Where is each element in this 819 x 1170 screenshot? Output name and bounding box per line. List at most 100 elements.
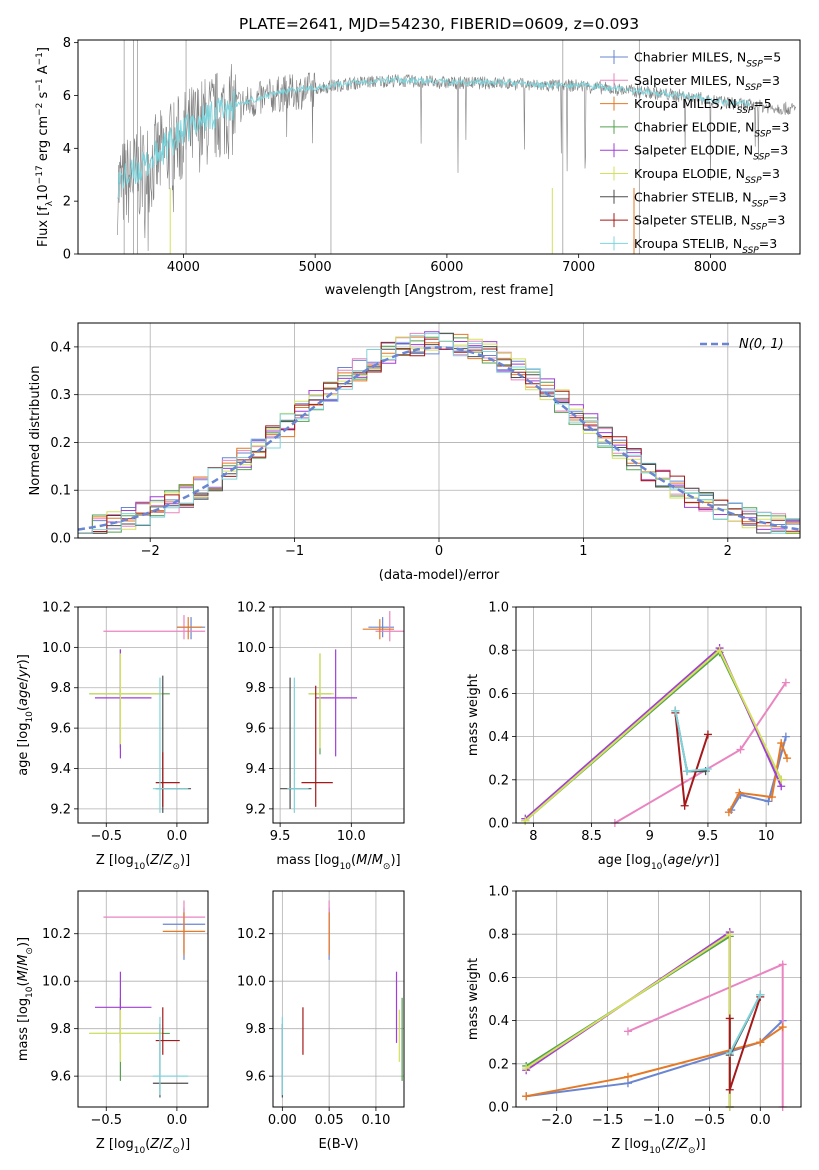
y-tick-label: 9.8 xyxy=(245,1022,266,1037)
mass-vs-Z-frame xyxy=(77,890,209,1108)
y-axis-label: Flux [fλ10−17 erg cm−2 s−1 A−1] xyxy=(35,47,55,247)
legend-label: Chabrier ELODIE, NSSP=3 xyxy=(634,119,789,139)
y-tick-label: 0.8 xyxy=(488,644,509,659)
y-tick-label: 10.0 xyxy=(42,641,71,656)
legend-label: Chabrier MILES, NSSP=5 xyxy=(634,50,781,70)
legend-label-suffix: =3 xyxy=(771,119,789,134)
label-part: 10 xyxy=(649,1146,661,1156)
y-tick-label: 10.2 xyxy=(42,601,71,616)
x-tick-label: −0.5 xyxy=(90,1113,122,1128)
legend-label-main: Chabrier STELIB, N xyxy=(634,189,752,204)
y-tick-label: 9.6 xyxy=(50,1070,71,1085)
series-marker xyxy=(683,767,691,776)
series-marker xyxy=(521,816,530,825)
x-tick-label: 8 xyxy=(529,829,537,844)
series-marker xyxy=(703,765,712,773)
x-tick-label: −0.5 xyxy=(694,1113,726,1128)
axes-weight-vs-Z: −2.0 −1.5 −1.0 −0.5 0.0 0.0 0.2 0.4 0.6 0.8 1.0 xyxy=(488,885,801,1128)
errorbars-mass-vs-ebv xyxy=(281,900,403,1098)
label-part: ( xyxy=(16,981,31,986)
series-marker xyxy=(671,706,680,715)
histogram-series xyxy=(78,333,800,534)
x-tick-label: 5000 xyxy=(299,260,332,275)
label-part: 10 xyxy=(134,862,146,872)
spectrum-frame xyxy=(77,39,801,255)
y-tick-label: 10.2 xyxy=(42,927,71,942)
legend-label-suffix: =5 xyxy=(753,96,771,111)
label-part: ( xyxy=(145,853,150,868)
label-part: ⊙ xyxy=(172,1146,180,1156)
label-part: )] xyxy=(16,654,31,664)
x-axis-label: Z [log10(Z/Z⊙)] xyxy=(611,1137,705,1156)
label-part: / xyxy=(16,677,31,682)
legend-label: Kroupa STELIB, NSSP=3 xyxy=(634,236,777,256)
label-part: 10 xyxy=(651,862,663,872)
y-tick-label: 8 xyxy=(63,36,71,51)
x-tick-label: 0 xyxy=(435,544,443,559)
series-line xyxy=(728,994,762,1054)
series-marker xyxy=(724,808,733,817)
y-tick-label: 0.4 xyxy=(488,730,509,745)
label-part: ( xyxy=(145,1137,150,1152)
label-part: Z [log xyxy=(96,1137,134,1152)
label-part: ⊙ xyxy=(172,862,180,872)
label-part: λ xyxy=(45,200,55,206)
y-tick-label: 10.2 xyxy=(237,601,266,616)
series-line xyxy=(674,712,709,807)
y-tick-label: 0.2 xyxy=(488,773,509,788)
legend-label-sub: SSP xyxy=(754,129,771,139)
label-part: Z [log xyxy=(611,1137,649,1152)
label-part: age [log xyxy=(598,853,651,868)
errorbars-age-vs-mass xyxy=(280,611,404,813)
x-tick-label: 8000 xyxy=(694,260,727,275)
y-axis-label: Normed distribution xyxy=(28,366,43,496)
y-axis-label: mass [log10(M/M⊙)] xyxy=(16,937,35,1061)
axes-residuals: −2 −1 0 1 2 0.0 0.1 0.2 0.3 0.4 xyxy=(50,323,800,559)
label-part: ( xyxy=(351,853,356,868)
label-part: Flux [f xyxy=(36,206,51,247)
y-tick-label: 9.6 xyxy=(50,722,71,737)
series-marker xyxy=(522,1092,531,1101)
label-part: / xyxy=(159,1137,164,1152)
label-part: )] xyxy=(709,853,719,868)
x-tick-label: 0.00 xyxy=(268,1113,297,1128)
label-part: mass [log xyxy=(16,998,31,1061)
errorbars-age-vs-Z xyxy=(89,615,206,813)
x-axis-label: Z [log10(Z/Z⊙)] xyxy=(96,853,190,872)
y-tick-label: 4 xyxy=(63,142,71,157)
legend-label-suffix: =5 xyxy=(763,50,781,65)
legend-label: Chabrier STELIB, NSSP=3 xyxy=(634,189,787,209)
axes-spectrum: 4000 5000 6000 7000 8000 0 2 4 6 8 xyxy=(63,36,727,275)
legend-label-sub: SSP xyxy=(742,246,759,256)
label-part: )] xyxy=(390,853,400,868)
label-part: Z xyxy=(678,1137,689,1152)
x-tick-label: 9 xyxy=(646,829,654,844)
legend-label-sub: SSP xyxy=(752,199,769,209)
label-part: age [log xyxy=(16,723,31,776)
errorbars-mass-vs-Z xyxy=(89,900,206,1098)
series-marker xyxy=(736,745,745,754)
series-line xyxy=(614,682,787,824)
label-part: 10 xyxy=(36,184,51,201)
x-tick-label: 0.05 xyxy=(315,1113,344,1128)
y-tick-label: 6 xyxy=(63,89,71,104)
x-tick-label: 7000 xyxy=(562,260,595,275)
series-line xyxy=(526,1026,784,1098)
label-part: Z xyxy=(665,1137,676,1152)
legend-label-suffix: =3 xyxy=(759,236,777,251)
label-part: Z xyxy=(149,853,160,868)
legend-label-sub: SSP xyxy=(753,153,770,163)
label-part: M xyxy=(356,853,367,868)
label-part: 10 xyxy=(25,986,35,998)
x-axis-label: mass [log10(M/M⊙)] xyxy=(276,853,400,872)
label-part: 10 xyxy=(340,862,352,872)
legend-label-suffix: =3 xyxy=(770,143,788,158)
x-axis-label: Z [log10(Z/Z⊙)] xyxy=(96,1137,190,1156)
y-tick-label: 9.8 xyxy=(245,681,266,696)
legend-label-main: Chabrier MILES, N xyxy=(634,50,746,65)
label-part: ( xyxy=(661,1137,666,1152)
lines-weight-vs-age xyxy=(521,644,792,827)
x-tick-label: 6000 xyxy=(430,260,463,275)
series-marker xyxy=(703,730,712,739)
